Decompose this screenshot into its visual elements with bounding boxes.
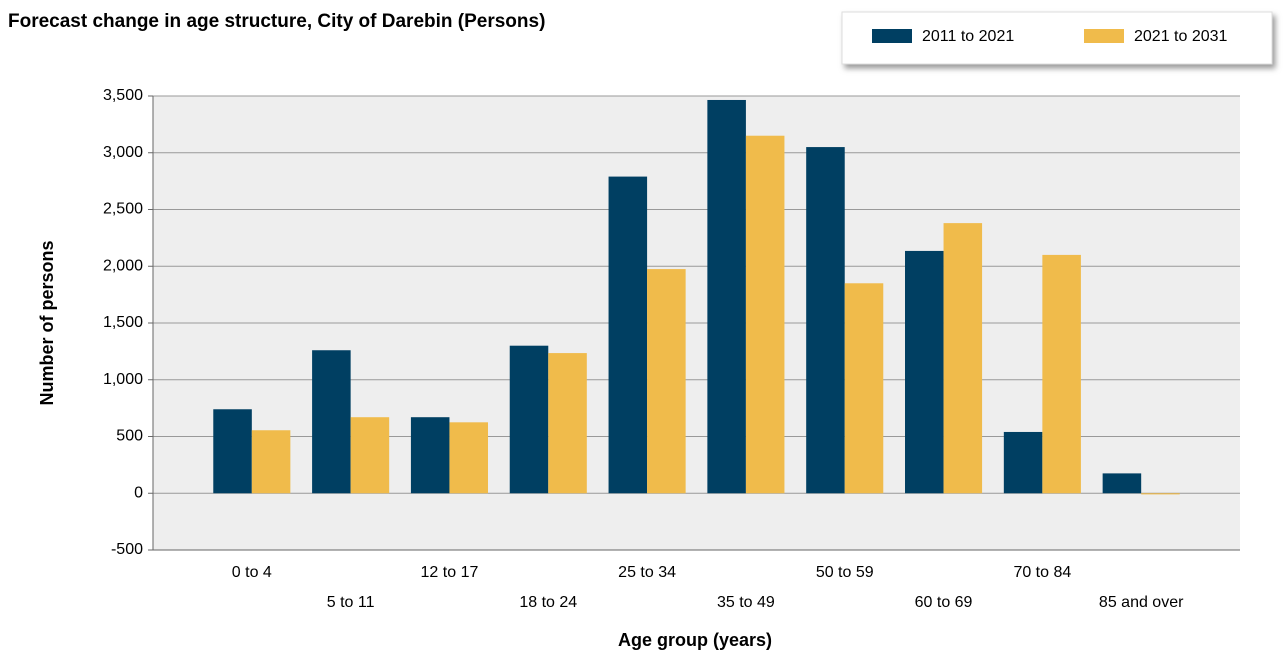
bar (312, 350, 351, 494)
bar (548, 353, 587, 494)
bar (806, 147, 845, 494)
x-tick-label: 18 to 24 (519, 594, 577, 611)
bar (1141, 493, 1180, 495)
bar (647, 269, 686, 494)
chart-title: Forecast change in age structure, City o… (8, 11, 545, 32)
x-tick-label: 25 to 34 (618, 564, 676, 581)
bar (509, 345, 549, 494)
bar (844, 283, 884, 494)
bar (745, 135, 785, 494)
x-axis-title: Age group (years) (618, 630, 772, 650)
bar (1102, 473, 1142, 494)
x-tick-label: 12 to 17 (421, 564, 479, 581)
y-tick-label: 3,000 (103, 144, 143, 161)
y-tick-label: 2,500 (103, 201, 143, 218)
bar (1003, 431, 1043, 494)
y-tick-label: 500 (116, 428, 143, 445)
bar (943, 223, 983, 494)
y-tick-label: 1,000 (103, 371, 143, 388)
x-tick-label: 70 to 84 (1013, 564, 1071, 581)
bar (251, 430, 291, 494)
bar (213, 409, 252, 494)
y-tick-label: 0 (134, 484, 143, 501)
bar (350, 417, 390, 494)
y-tick-label: 3,500 (103, 87, 143, 104)
bar (449, 422, 488, 494)
y-axis-title: Number of persons (37, 240, 57, 405)
legend-label: 2011 to 2021 (922, 28, 1014, 45)
x-tick-label: 0 to 4 (232, 564, 272, 581)
bar (608, 176, 648, 494)
bar (707, 99, 746, 494)
legend-swatch (872, 29, 912, 43)
bar (410, 417, 450, 494)
bar (1042, 254, 1081, 494)
x-tick-label: 50 to 59 (816, 564, 874, 581)
x-tick-label: 35 to 49 (717, 594, 775, 611)
bar (905, 250, 944, 494)
legend-swatch (1084, 29, 1124, 43)
legend (841, 11, 1273, 65)
x-tick-label: 60 to 69 (915, 594, 973, 611)
x-tick-label: 85 and over (1099, 594, 1184, 611)
x-tick-label: 5 to 11 (327, 594, 375, 611)
legend-label: 2021 to 2031 (1134, 28, 1228, 45)
y-tick-label: -500 (111, 541, 143, 558)
y-tick-label: 1,500 (103, 314, 143, 331)
y-tick-label: 2,000 (103, 257, 143, 274)
